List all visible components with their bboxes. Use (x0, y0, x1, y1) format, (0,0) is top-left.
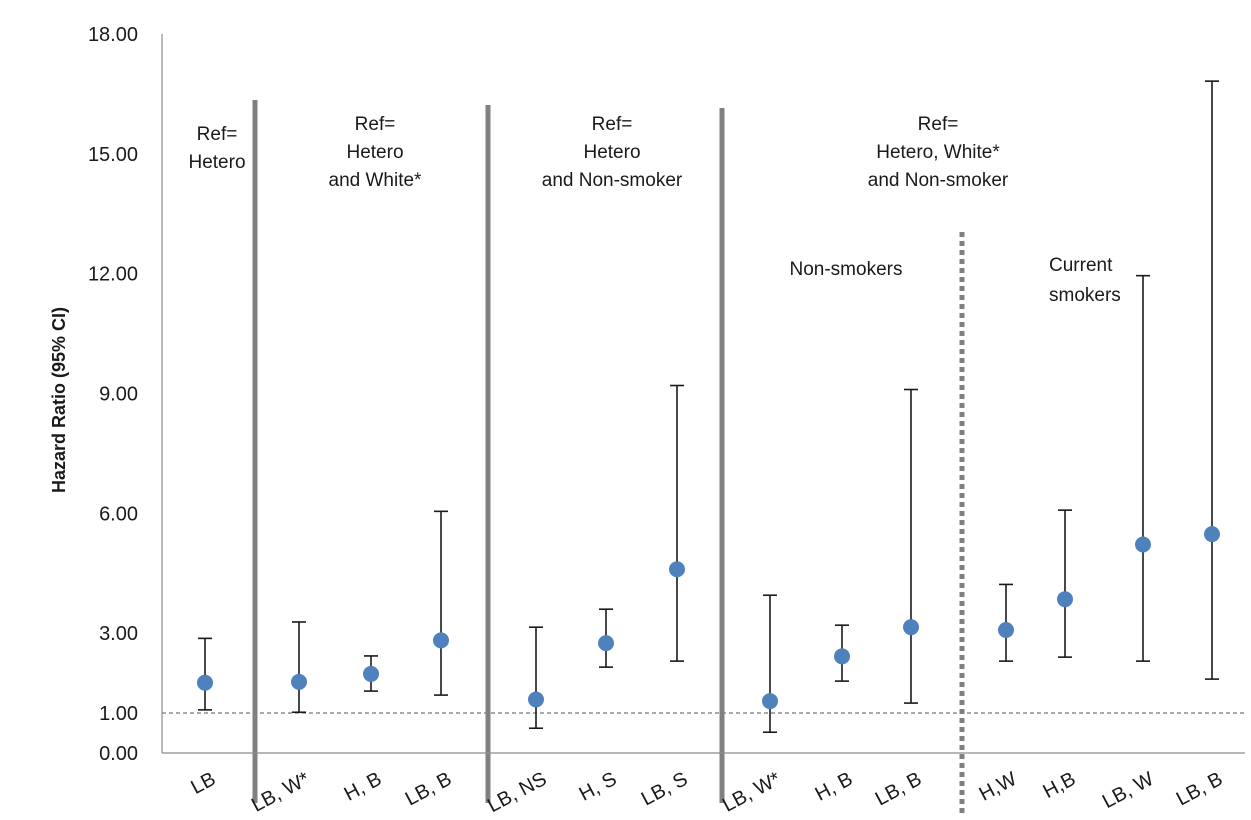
y-tick-label: 12.00 (88, 264, 138, 286)
data-point (598, 635, 614, 652)
x-category-label: LB, W* (248, 768, 313, 817)
group-label: Ref= (197, 124, 238, 145)
y-tick-label: 15.00 (88, 144, 138, 166)
data-point (363, 665, 379, 682)
subgroup-label: smokers (1049, 285, 1121, 306)
data-point (1204, 526, 1220, 543)
y-tick-label: 1.00 (99, 703, 138, 725)
data-point (433, 632, 449, 649)
group-label: Ref= (592, 114, 633, 135)
y-tick-label: 18.00 (88, 24, 138, 46)
data-point (528, 691, 544, 708)
x-category-label: H,B (1040, 768, 1080, 803)
guides-layer (162, 100, 1245, 813)
x-category-label: LB, W* (719, 768, 784, 817)
x-category-label: LB, B (1173, 768, 1227, 810)
group-label: and Non-smoker (542, 170, 683, 191)
subgroup-label: Non-smokers (790, 259, 903, 280)
group-label: Ref= (918, 114, 959, 135)
data-point (197, 674, 213, 691)
subgroup-label: Current (1049, 255, 1113, 276)
group-label: and Non-smoker (868, 170, 1009, 191)
x-category-label: H, B (341, 768, 386, 806)
data-point (291, 673, 307, 690)
axes-layer (161, 34, 1245, 754)
group-label: Hetero (583, 142, 640, 163)
y-tick-label: 9.00 (99, 384, 138, 406)
x-category-label: H, S (576, 768, 621, 806)
y-tick-label: 0.00 (99, 743, 138, 765)
x-category-label: LB, B (872, 768, 926, 810)
data-point (669, 561, 685, 578)
y-axis-title: Hazard Ratio (95% CI) (49, 307, 69, 493)
x-category-label: LB, NS (484, 768, 550, 817)
data-point (762, 693, 778, 710)
group-label: and White* (329, 170, 423, 191)
x-category-label: LB (187, 768, 219, 799)
y-tick-label: 3.00 (99, 623, 138, 645)
group-label: Hetero (346, 142, 403, 163)
data-point (834, 648, 850, 665)
x-category-label: H, B (812, 768, 857, 806)
group-label: Hetero, White* (876, 142, 1000, 163)
group-label: Hetero (188, 152, 245, 173)
data-point (1135, 536, 1151, 553)
x-category-label: LB, S (638, 768, 692, 810)
x-category-label: LB, W (1099, 768, 1158, 813)
x-category-label: H,W (976, 768, 1021, 806)
x-category-label: LB, B (402, 768, 456, 810)
data-point (998, 621, 1014, 638)
marks-layer (197, 80, 1220, 734)
group-label: Ref= (355, 114, 396, 135)
text-layer: 0.00 1.00 3.00 6.00 9.00 12.00 15.00 18.00 Ref= H… (88, 24, 1226, 817)
data-point (903, 619, 919, 636)
y-tick-label: 6.00 (99, 503, 138, 525)
data-point (1057, 591, 1073, 608)
